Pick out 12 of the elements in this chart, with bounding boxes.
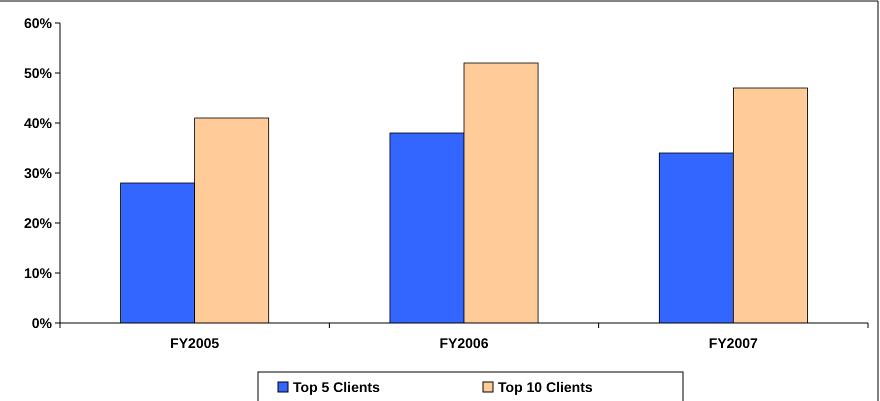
legend-label: Top 10 Clients [498, 378, 593, 395]
y-tick-label: 20% [24, 214, 53, 231]
y-tick-label: 60% [24, 14, 53, 31]
legend-label: Top 5 Clients [293, 378, 380, 395]
y-tick-label: 50% [24, 64, 53, 81]
y-tick-label: 40% [24, 114, 53, 131]
y-tick-label: 30% [24, 164, 53, 181]
y-tick-label: 10% [24, 264, 53, 281]
x-tick-label: FY2006 [439, 335, 489, 351]
y-tick-label: 0% [32, 314, 53, 331]
x-tick-label: FY2005 [170, 335, 220, 351]
x-tick-label: FY2007 [708, 335, 758, 351]
